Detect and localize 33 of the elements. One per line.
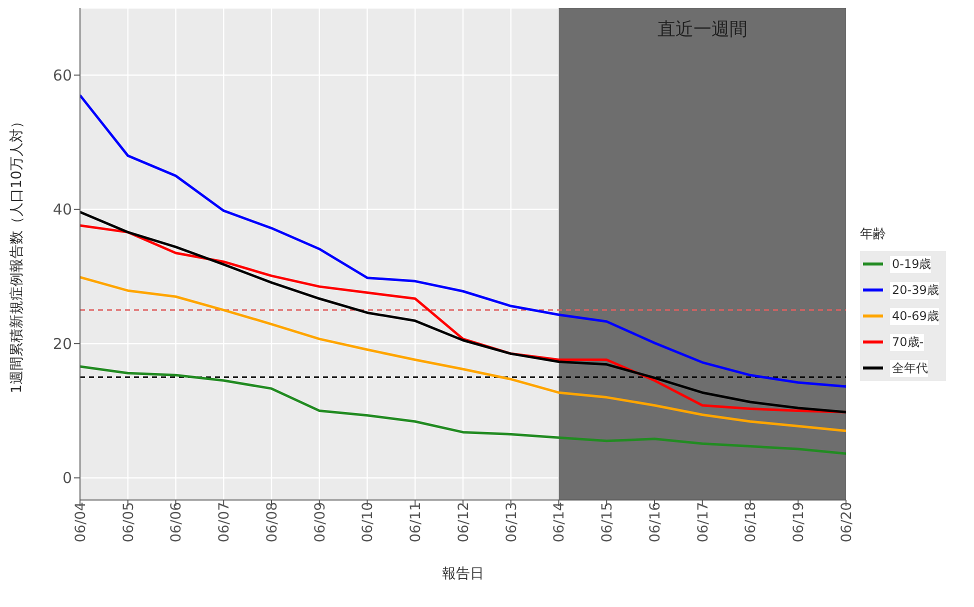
x-axis-title: 報告日 [442,566,484,582]
x-tick-label: 06/05 [120,502,137,542]
line-series [80,276,846,432]
legend-label: 40-69歳 [890,308,939,324]
x-tick-label: 06/20 [838,502,855,542]
band-label: 直近一週間 [657,18,748,40]
y-tick-label: 60 [52,66,72,84]
y-axis-title: 1週間累積新規症例報告数（人口10万人対） [8,114,25,394]
x-tick-label: 06/16 [647,502,664,542]
x-tick-label: 06/14 [552,502,568,542]
y-tick-label: 20 [52,334,72,353]
legend-title: 年齢 [860,226,887,243]
x-tick-label: 06/19 [791,502,808,542]
legend-label: 全年代 [890,360,928,376]
x-tick-label: 06/06 [168,502,185,542]
y-tick-label: 40 [52,200,72,219]
legend-label: 0-19歳 [890,256,932,272]
line-series [80,94,846,388]
x-tick-label: 06/12 [456,502,472,542]
line-series [80,365,846,455]
x-tick-label: 06/07 [216,502,233,542]
x-tick-label: 06/17 [695,502,712,542]
x-tick-label: 06/11 [408,502,424,542]
x-tick-label: 06/15 [600,502,616,542]
legend-label: 70歳- [890,334,924,350]
y-tick-label: 0 [62,469,72,488]
x-tick-label: 06/09 [312,502,328,542]
x-tick-label: 06/04 [72,502,89,542]
x-tick-label: 06/08 [264,502,280,542]
x-tick-label: 06/13 [504,502,520,542]
x-tick-label: 06/18 [743,502,760,542]
legend-label: 20-39歳 [890,282,939,298]
x-tick-label: 06/10 [360,502,376,542]
